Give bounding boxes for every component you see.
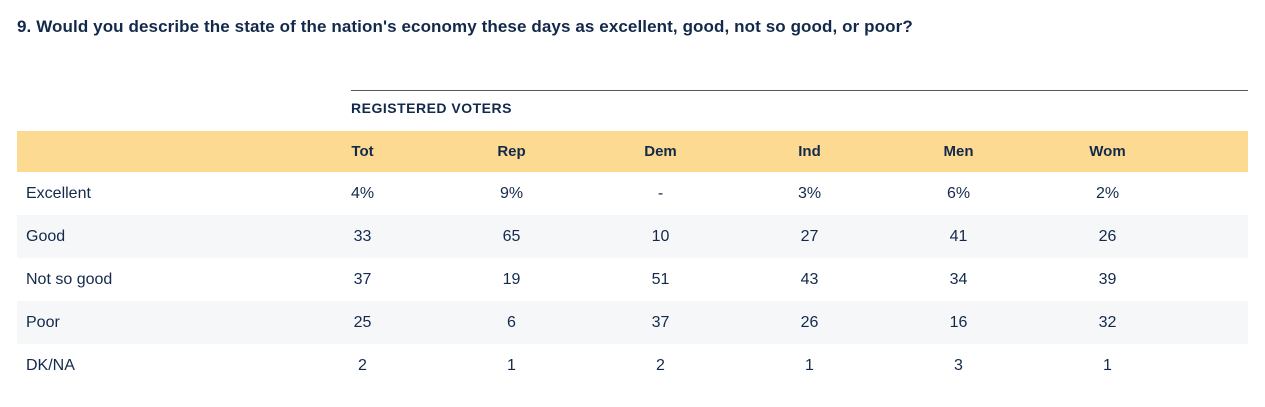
table-cell: 3 <box>954 356 963 374</box>
table-cell: 25 <box>353 313 372 331</box>
table-cell: 27 <box>800 227 819 245</box>
table-row-good: Good 33 65 10 27 41 26 <box>17 215 1248 258</box>
table-cell: 26 <box>1098 227 1117 245</box>
column-header-rep: Rep <box>437 131 586 172</box>
table-cell: 2 <box>358 356 367 374</box>
row-label: Not so good <box>26 270 113 288</box>
table-cell: 37 <box>651 313 670 331</box>
table-cell: 2 <box>656 356 665 374</box>
table-cell: 9% <box>499 184 524 202</box>
poll-results-table: Tot Rep Dem Ind Men Wom Excellent 4% 9% … <box>17 131 1248 387</box>
column-header-ind: Ind <box>735 131 884 172</box>
table-row-not-so-good: Not so good 37 19 51 43 34 39 <box>17 258 1248 301</box>
poll-results-page: 9. Would you describe the state of the n… <box>17 17 1248 387</box>
table-cell: 26 <box>800 313 819 331</box>
section-label-registered-voters: REGISTERED VOTERS <box>351 90 1248 117</box>
row-label: DK/NA <box>26 356 75 374</box>
row-label: Poor <box>26 313 60 331</box>
row-label: Good <box>26 227 66 245</box>
column-header-men: Men <box>884 131 1033 172</box>
table-cell: 1 <box>507 356 516 374</box>
table-cell: 6 <box>507 313 516 331</box>
table-cell: 39 <box>1098 270 1117 288</box>
table-cell: 43 <box>800 270 819 288</box>
table-cell: 16 <box>949 313 968 331</box>
column-header-empty <box>17 131 288 172</box>
table-header-row: Tot Rep Dem Ind Men Wom <box>17 131 1248 172</box>
table-cell: 1 <box>1103 356 1112 374</box>
column-header-tot: Tot <box>288 131 437 172</box>
table-row-poor: Poor 25 6 37 26 16 32 <box>17 301 1248 344</box>
question-title: 9. Would you describe the state of the n… <box>17 17 913 36</box>
table-cell: 65 <box>502 227 521 245</box>
column-header-wom: Wom <box>1033 131 1182 172</box>
row-label: Excellent <box>26 184 91 202</box>
table-cell: 34 <box>949 270 968 288</box>
table-cell: 6% <box>946 184 971 202</box>
table-cell: 2% <box>1095 184 1120 202</box>
table-cell: - <box>657 184 664 202</box>
table-cell: 37 <box>353 270 372 288</box>
table-cell: 33 <box>353 227 372 245</box>
table-row-excellent: Excellent 4% 9% - 3% 6% 2% <box>17 172 1248 215</box>
table-cell: 3% <box>797 184 822 202</box>
table-cell: 32 <box>1098 313 1117 331</box>
table-cell: 51 <box>651 270 670 288</box>
table-cell: 41 <box>949 227 968 245</box>
column-header-dem: Dem <box>586 131 735 172</box>
table-cell: 1 <box>805 356 814 374</box>
table-cell: 19 <box>502 270 521 288</box>
table-cell: 10 <box>651 227 670 245</box>
column-header-spacer <box>1182 131 1248 172</box>
table-cell: 4% <box>350 184 375 202</box>
table-row-dk-na: DK/NA 2 1 2 1 3 1 <box>17 344 1248 387</box>
